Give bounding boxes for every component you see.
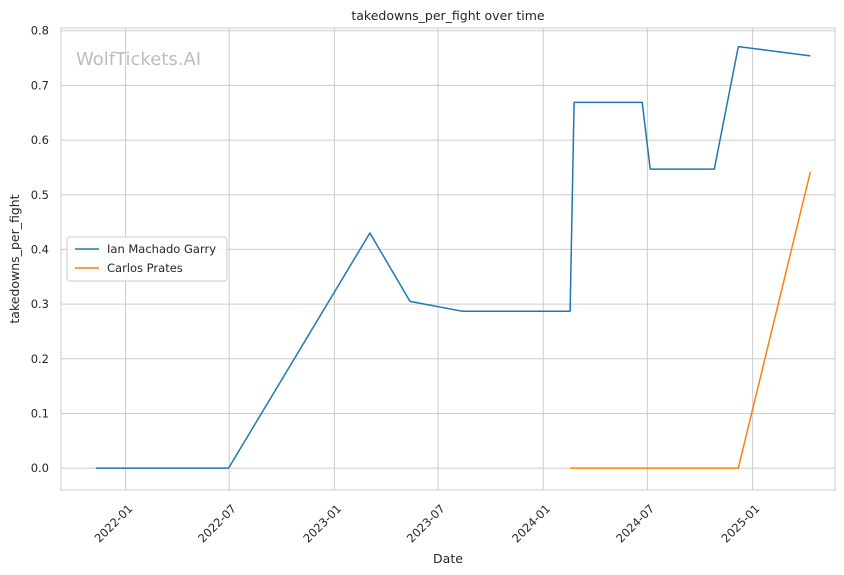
legend: Ian Machado Garry Carlos Prates xyxy=(66,236,228,282)
legend-label: Carlos Prates xyxy=(107,261,183,275)
x-axis-label: Date xyxy=(433,551,463,566)
plot-frame xyxy=(60,27,836,491)
watermark: WolfTickets.AI xyxy=(76,49,201,70)
y-tick-label: 0.2 xyxy=(31,352,49,366)
y-tick-label: 0.8 xyxy=(31,24,49,38)
x-tick-labels: 2022-01 2022-07 2023-01 2023-07 2024-01 2024-… xyxy=(92,502,763,546)
x-tick-label: 2022-07 xyxy=(195,502,239,546)
chart-title: takedowns_per_fight over time xyxy=(351,8,545,23)
x-tick-label: 2023-07 xyxy=(404,502,448,546)
y-tick-label: 0.0 xyxy=(31,461,49,475)
x-gridlines xyxy=(125,28,754,490)
legend-label: Ian Machado Garry xyxy=(107,242,216,256)
x-tick-label: 2025-01 xyxy=(719,502,763,546)
y-tick-label: 0.3 xyxy=(31,297,49,311)
series-line-0 xyxy=(95,45,811,469)
x-tick-label: 2023-01 xyxy=(300,502,344,546)
y-tick-label: 0.7 xyxy=(31,78,49,92)
series-line-1 xyxy=(570,171,812,469)
y-tick-labels: 0.0 0.1 0.2 0.3 0.4 0.5 0.6 0.7 0.8 xyxy=(31,24,49,475)
x-tick-label: 2022-01 xyxy=(92,502,136,546)
y-tick-label: 0.6 xyxy=(31,133,49,147)
series-layer xyxy=(95,45,812,469)
x-tick-label: 2024-07 xyxy=(613,502,657,546)
y-axis-label: takedowns_per_fight xyxy=(7,194,22,323)
x-tick-label: 2024-01 xyxy=(509,502,553,546)
y-tick-label: 0.5 xyxy=(31,188,49,202)
y-tick-label: 0.1 xyxy=(31,406,49,420)
legend-box xyxy=(66,236,228,282)
y-tick-label: 0.4 xyxy=(31,242,49,256)
